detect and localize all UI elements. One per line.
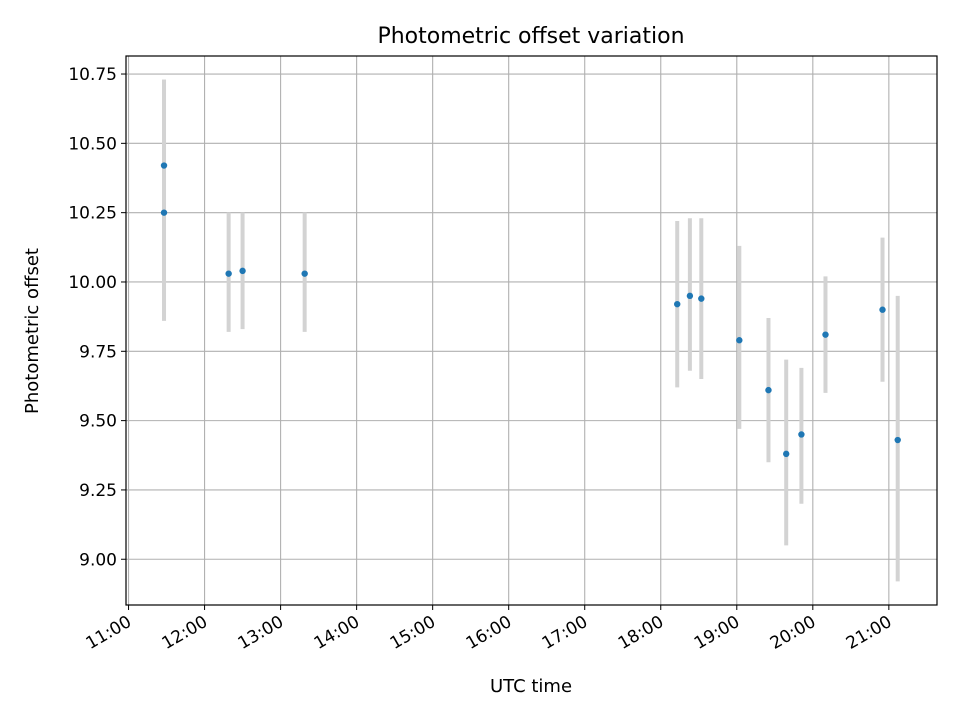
data-points [160,162,901,458]
y-tick-label: 9.00 [79,550,117,570]
y-tick-label: 9.50 [79,412,117,432]
data-point [160,162,168,169]
plot-frame [125,55,938,606]
data-point [822,331,829,338]
data-point [698,295,705,302]
data-point [894,436,901,444]
data-point [879,306,886,313]
y-tick-label: 10.25 [68,204,117,224]
data-point [736,337,743,344]
data-point [160,209,168,216]
data-point [301,270,308,277]
data-point [798,431,805,438]
y-tick-label: 9.25 [79,481,117,501]
y-axis-ticks: 9.00 9.25 9.50 9.75 10.00 10.25 10.50 10.75 [68,65,126,570]
chart-title: Photometric offset variation [377,24,684,49]
y-tick-label: 10.50 [68,134,117,154]
y-axis-label: Photometric offset [22,248,43,414]
y-tick-label: 10.00 [68,273,117,293]
data-point [239,267,246,275]
data-point [783,450,790,458]
data-point [765,386,772,394]
x-axis-label: UTC time [490,676,572,697]
y-tick-label: 10.75 [68,65,117,85]
y-tick-label: 9.75 [79,342,117,362]
data-point [674,300,681,308]
data-point [686,292,694,300]
data-point [225,270,232,277]
